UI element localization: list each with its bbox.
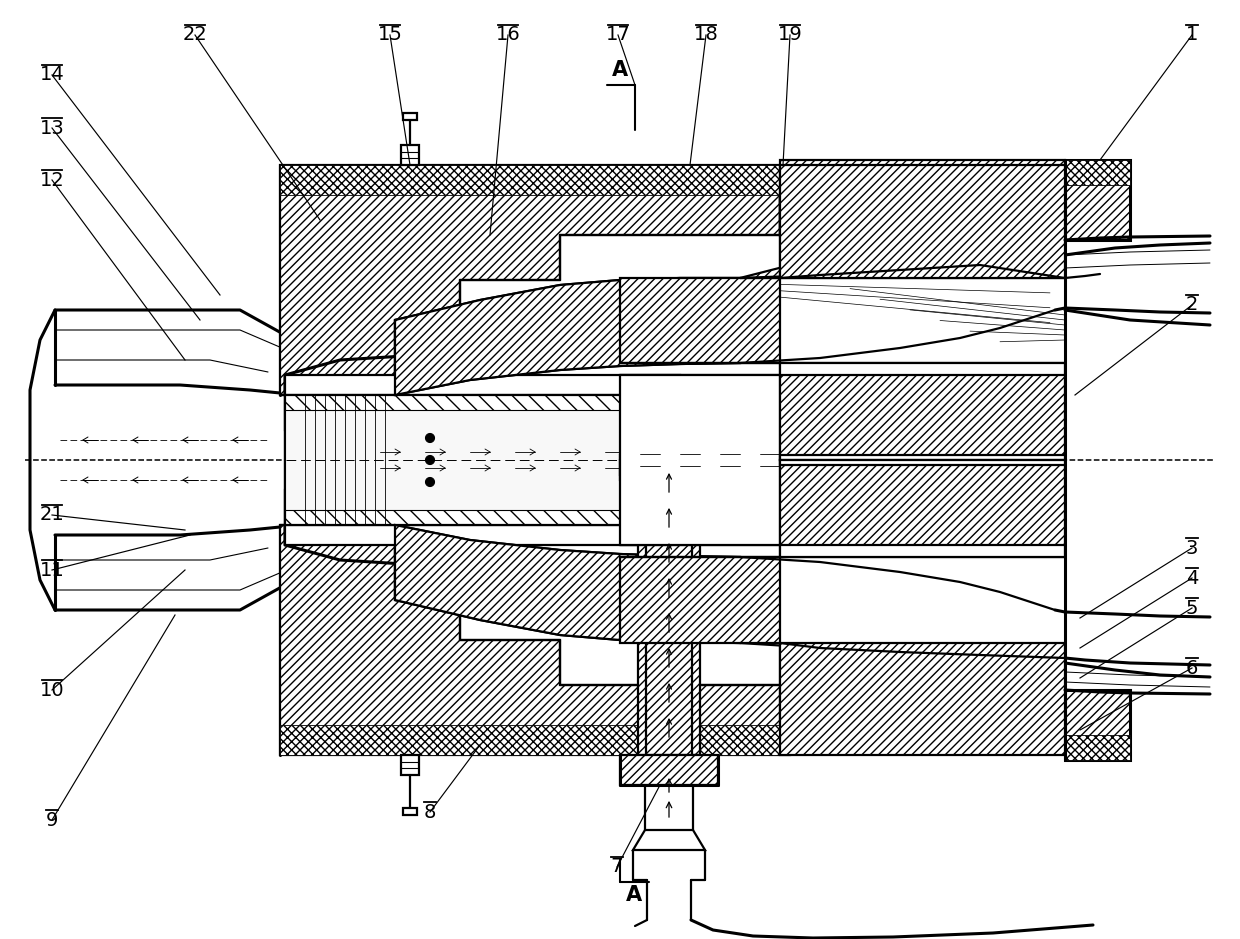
Polygon shape xyxy=(285,395,345,430)
Text: 14: 14 xyxy=(40,66,64,85)
Text: 2: 2 xyxy=(1185,296,1198,315)
Polygon shape xyxy=(396,525,740,643)
Text: A: A xyxy=(611,60,629,80)
Polygon shape xyxy=(401,755,419,775)
Polygon shape xyxy=(1065,160,1130,240)
Text: 7: 7 xyxy=(611,857,624,876)
Text: 6: 6 xyxy=(1185,658,1198,678)
Polygon shape xyxy=(780,165,1065,195)
Text: 4: 4 xyxy=(1185,568,1198,588)
Polygon shape xyxy=(1065,735,1130,760)
Text: 19: 19 xyxy=(777,25,802,44)
Text: 22: 22 xyxy=(182,25,207,44)
Polygon shape xyxy=(620,755,718,785)
Text: 1: 1 xyxy=(1185,25,1198,44)
Polygon shape xyxy=(780,460,1065,465)
Polygon shape xyxy=(780,195,920,235)
Polygon shape xyxy=(620,455,639,480)
Polygon shape xyxy=(780,165,1065,278)
Polygon shape xyxy=(403,808,417,815)
Polygon shape xyxy=(280,525,790,755)
Polygon shape xyxy=(280,165,790,395)
Polygon shape xyxy=(780,545,1065,557)
Polygon shape xyxy=(780,195,1065,235)
Text: 18: 18 xyxy=(693,25,718,44)
Polygon shape xyxy=(780,363,1065,375)
Polygon shape xyxy=(780,235,1065,278)
Polygon shape xyxy=(280,725,790,755)
Text: 13: 13 xyxy=(40,118,64,137)
Polygon shape xyxy=(632,830,706,850)
Polygon shape xyxy=(780,363,1065,460)
Polygon shape xyxy=(780,160,1065,235)
Text: 8: 8 xyxy=(424,803,436,822)
Polygon shape xyxy=(780,685,1065,725)
Polygon shape xyxy=(780,725,1065,755)
Polygon shape xyxy=(701,455,718,480)
Polygon shape xyxy=(396,278,740,395)
Polygon shape xyxy=(1065,160,1130,185)
Circle shape xyxy=(425,434,434,442)
Text: 3: 3 xyxy=(1185,538,1198,558)
Text: A: A xyxy=(626,885,642,905)
Text: 21: 21 xyxy=(40,505,64,525)
Polygon shape xyxy=(285,395,340,525)
Text: 15: 15 xyxy=(377,25,403,44)
Polygon shape xyxy=(780,643,1065,685)
Circle shape xyxy=(425,455,434,465)
Polygon shape xyxy=(620,460,718,475)
Polygon shape xyxy=(620,557,780,643)
Polygon shape xyxy=(401,145,419,165)
Text: 5: 5 xyxy=(1185,598,1198,618)
Polygon shape xyxy=(403,113,417,120)
Polygon shape xyxy=(780,643,1065,755)
Text: 9: 9 xyxy=(46,810,58,829)
Polygon shape xyxy=(639,470,701,755)
Polygon shape xyxy=(620,278,780,363)
Polygon shape xyxy=(620,375,780,545)
Polygon shape xyxy=(1065,690,1130,760)
Polygon shape xyxy=(780,460,1065,557)
Text: 12: 12 xyxy=(40,171,64,190)
Text: 16: 16 xyxy=(496,25,521,44)
Polygon shape xyxy=(780,165,920,195)
Text: 17: 17 xyxy=(605,25,630,44)
Circle shape xyxy=(425,478,434,486)
Polygon shape xyxy=(285,490,345,525)
Polygon shape xyxy=(285,525,680,545)
Text: 11: 11 xyxy=(40,561,64,579)
Polygon shape xyxy=(639,455,701,480)
Polygon shape xyxy=(639,460,701,475)
Text: 10: 10 xyxy=(40,681,64,700)
Polygon shape xyxy=(280,165,790,195)
Polygon shape xyxy=(285,375,680,395)
Polygon shape xyxy=(740,195,1065,278)
Polygon shape xyxy=(780,455,1065,460)
Polygon shape xyxy=(285,410,675,510)
Polygon shape xyxy=(285,395,680,525)
